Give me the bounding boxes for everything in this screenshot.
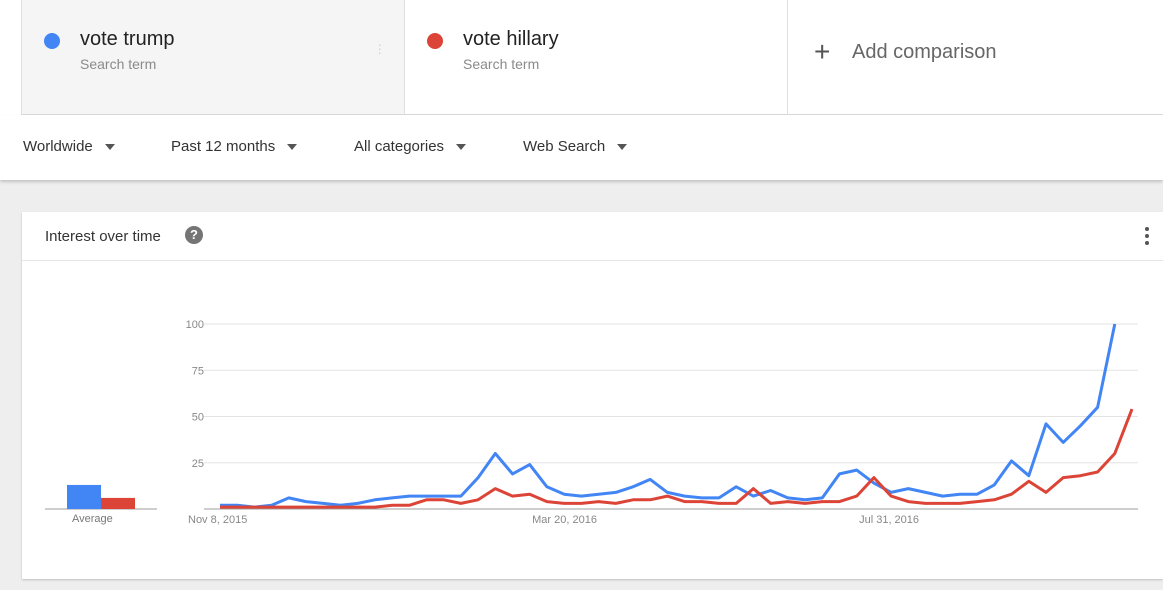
x-tick-label-0: Nov 8, 2015 <box>188 514 247 526</box>
more-vert-icon[interactable] <box>1145 227 1149 245</box>
dropdown-arrow-icon <box>104 143 115 150</box>
card-title: Interest over time <box>45 228 161 245</box>
search-term-1-subtitle: Search term <box>80 56 157 72</box>
series-line-2 <box>220 408 1134 509</box>
filter-time-range[interactable]: Past 12 months <box>171 138 298 155</box>
help-icon[interactable]: ? <box>185 226 203 244</box>
search-terms-bar: vote trump Search term · · · vote hillary … <box>0 0 1163 115</box>
series-color-dot-2 <box>427 33 443 49</box>
series-line-1 <box>220 323 1117 509</box>
filter-search-type[interactable]: Web Search <box>523 138 628 155</box>
card-header: Interest over time ? <box>22 212 1163 261</box>
y-tick-label-50: 50 <box>192 412 204 424</box>
average-bar-1 <box>67 484 101 509</box>
series-color-dot-1 <box>44 33 60 49</box>
dropdown-arrow-icon <box>617 143 628 150</box>
search-term-1-name: vote trump <box>80 28 175 50</box>
search-term-2[interactable]: vote hillary Search term <box>405 0 788 114</box>
terms-bar-spacer <box>0 0 22 115</box>
more-vert-icon[interactable]: · · · <box>377 36 382 60</box>
y-tick-label-75: 75 <box>192 365 204 377</box>
search-term-2-subtitle: Search term <box>463 56 540 72</box>
average-label: Average <box>72 513 113 525</box>
search-term-2-name: vote hillary <box>463 28 559 50</box>
search-term-1[interactable]: vote trump Search term · · · <box>22 0 405 114</box>
average-bar-2 <box>101 497 135 509</box>
filter-category-label: All categories <box>354 138 445 155</box>
y-tick-label-25: 25 <box>192 458 204 470</box>
filter-category[interactable]: All categories <box>354 138 467 155</box>
filter-location[interactable]: Worldwide <box>23 138 115 155</box>
interest-over-time-chart: 25 50 75 100 Nov 8, 2015 Mar 20, 2016 Jul 31, … <box>45 319 1138 526</box>
dropdown-arrow-icon <box>456 143 467 150</box>
x-tick-label-1: Mar 20, 2016 <box>532 514 597 526</box>
add-comparison-button[interactable]: + Add comparison <box>788 0 1163 114</box>
filter-location-label: Worldwide <box>23 138 93 155</box>
filter-search-type-label: Web Search <box>523 138 606 155</box>
plus-icon: + <box>814 36 831 67</box>
dropdown-arrow-icon <box>287 143 298 150</box>
y-tick-label-100: 100 <box>186 319 204 331</box>
filters-bar: Worldwide Past 12 months All categories … <box>0 115 1163 180</box>
interest-over-time-card: Interest over time ? 25 50 75 100 Nov 8, 201… <box>22 212 1163 579</box>
filter-time-range-label: Past 12 months <box>171 138 276 155</box>
x-tick-label-2: Jul 31, 2016 <box>859 514 919 526</box>
add-comparison-label: Add comparison <box>852 41 997 63</box>
